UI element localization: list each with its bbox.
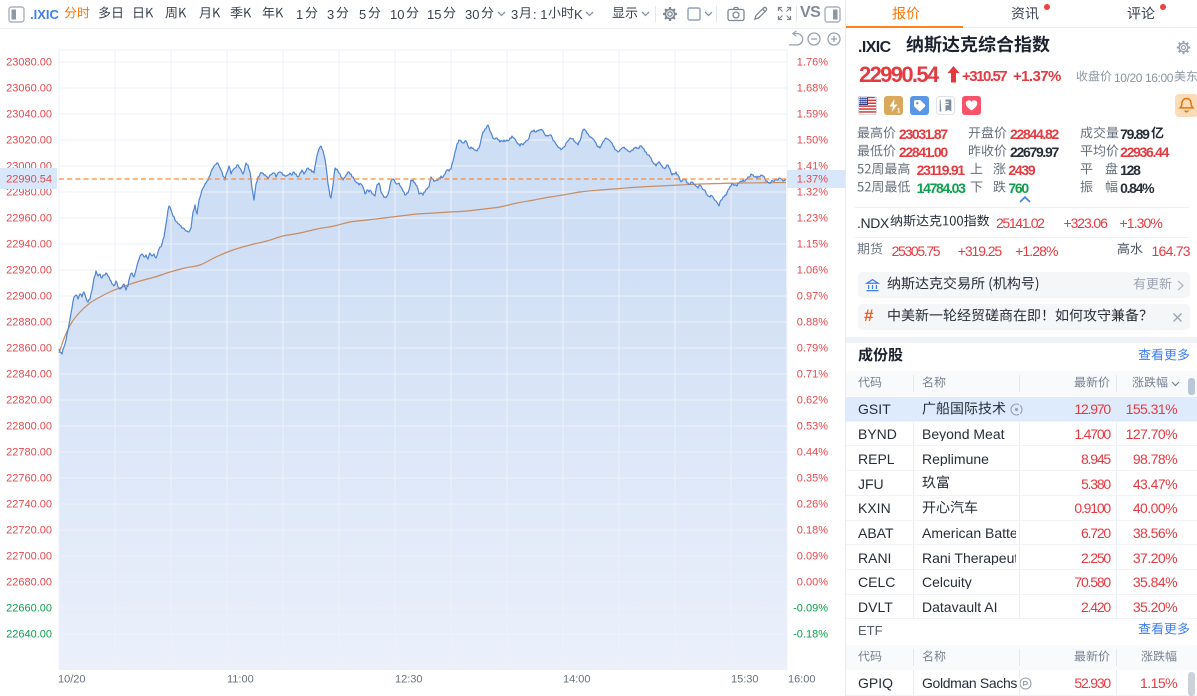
svg-text:0.53%: 0.53% [797,421,828,433]
svg-text:0.00%: 0.00% [797,577,828,589]
svg-text:0.97%: 0.97% [797,291,828,303]
svg-text:0.26%: 0.26% [797,499,828,511]
svg-text:0.09%: 0.09% [797,551,828,563]
svg-text:22800.00: 22800.00 [6,421,52,433]
svg-text:1.59%: 1.59% [797,109,828,121]
svg-text:22700.00: 22700.00 [6,551,52,563]
svg-text:22980.00: 22980.00 [6,187,52,199]
svg-text:22660.00: 22660.00 [6,603,52,615]
svg-text:22900.00: 22900.00 [6,291,52,303]
svg-text:23040.00: 23040.00 [6,109,52,121]
svg-text:16:00: 16:00 [788,674,816,686]
svg-text:14:00: 14:00 [563,674,591,686]
svg-text:12:30: 12:30 [395,674,423,686]
svg-text:1.32%: 1.32% [797,187,828,199]
svg-text:1.50%: 1.50% [797,135,828,147]
svg-text:1.23%: 1.23% [797,213,828,225]
svg-text:22840.00: 22840.00 [6,369,52,381]
svg-text:1.15%: 1.15% [797,239,828,251]
svg-text:0.71%: 0.71% [797,369,828,381]
svg-text:22680.00: 22680.00 [6,577,52,589]
svg-text:22960.00: 22960.00 [6,213,52,225]
svg-text:10/20: 10/20 [58,674,86,686]
svg-text:22990.54: 22990.54 [6,174,52,186]
svg-text:22740.00: 22740.00 [6,499,52,511]
svg-text:23060.00: 23060.00 [6,83,52,95]
svg-text:22720.00: 22720.00 [6,525,52,537]
svg-text:1.76%: 1.76% [797,57,828,69]
svg-text:23020.00: 23020.00 [6,135,52,147]
svg-text:1.41%: 1.41% [797,161,828,173]
svg-text:1.68%: 1.68% [797,83,828,95]
svg-text:22780.00: 22780.00 [6,447,52,459]
svg-text:0.44%: 0.44% [797,447,828,459]
svg-text:0.35%: 0.35% [797,473,828,485]
svg-text:15:30: 15:30 [731,674,759,686]
svg-text:22940.00: 22940.00 [6,239,52,251]
svg-text:1.37%: 1.37% [797,174,828,186]
svg-text:0.18%: 0.18% [797,525,828,537]
svg-text:1.06%: 1.06% [797,265,828,277]
svg-text:22920.00: 22920.00 [6,265,52,277]
svg-text:0.79%: 0.79% [797,343,828,355]
svg-text:22880.00: 22880.00 [6,317,52,329]
svg-text:22820.00: 22820.00 [6,395,52,407]
svg-text:22760.00: 22760.00 [6,473,52,485]
svg-text:0.62%: 0.62% [797,395,828,407]
svg-text:-0.09%: -0.09% [793,603,828,615]
svg-text:11:00: 11:00 [227,674,254,686]
svg-text:22640.00: 22640.00 [6,629,52,641]
svg-text:23080.00: 23080.00 [6,57,52,69]
svg-text:-0.18%: -0.18% [793,629,828,641]
svg-text:0.88%: 0.88% [797,317,828,329]
svg-text:22860.00: 22860.00 [6,343,52,355]
svg-text:1: 1 [897,109,901,115]
